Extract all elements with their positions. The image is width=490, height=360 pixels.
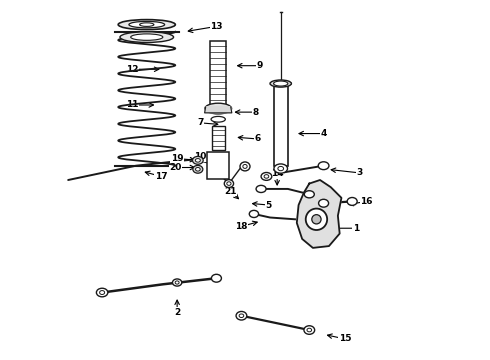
Ellipse shape bbox=[347, 198, 357, 205]
Ellipse shape bbox=[243, 165, 247, 168]
Ellipse shape bbox=[236, 311, 247, 320]
Ellipse shape bbox=[278, 166, 284, 171]
Text: 14: 14 bbox=[271, 169, 283, 178]
Ellipse shape bbox=[304, 326, 315, 334]
Ellipse shape bbox=[193, 157, 203, 164]
Text: 15: 15 bbox=[339, 334, 351, 343]
Ellipse shape bbox=[227, 182, 231, 185]
Ellipse shape bbox=[129, 21, 165, 28]
Text: 21: 21 bbox=[224, 187, 237, 196]
Ellipse shape bbox=[306, 208, 327, 230]
Text: 12: 12 bbox=[126, 65, 139, 74]
Ellipse shape bbox=[304, 191, 314, 198]
Ellipse shape bbox=[312, 215, 321, 224]
FancyBboxPatch shape bbox=[207, 152, 229, 179]
Ellipse shape bbox=[97, 288, 108, 297]
Ellipse shape bbox=[172, 279, 182, 286]
Ellipse shape bbox=[240, 162, 250, 171]
Text: 7: 7 bbox=[197, 118, 203, 127]
Ellipse shape bbox=[211, 274, 221, 282]
Ellipse shape bbox=[270, 80, 292, 87]
Ellipse shape bbox=[175, 281, 179, 284]
Text: 19: 19 bbox=[171, 154, 183, 163]
Text: 20: 20 bbox=[169, 163, 181, 172]
Text: 16: 16 bbox=[360, 197, 373, 206]
Ellipse shape bbox=[318, 162, 329, 170]
Text: 13: 13 bbox=[210, 22, 222, 31]
Text: 10: 10 bbox=[194, 152, 206, 161]
Ellipse shape bbox=[261, 172, 272, 180]
Ellipse shape bbox=[211, 116, 225, 122]
Text: 3: 3 bbox=[356, 168, 363, 177]
Ellipse shape bbox=[239, 314, 244, 318]
Ellipse shape bbox=[140, 23, 154, 26]
Ellipse shape bbox=[273, 81, 288, 86]
Text: 11: 11 bbox=[126, 100, 139, 109]
Ellipse shape bbox=[224, 180, 234, 188]
Ellipse shape bbox=[249, 210, 259, 217]
Polygon shape bbox=[205, 107, 232, 113]
Text: 8: 8 bbox=[252, 108, 259, 117]
Ellipse shape bbox=[196, 158, 200, 162]
FancyBboxPatch shape bbox=[273, 84, 288, 166]
Ellipse shape bbox=[196, 167, 200, 171]
Ellipse shape bbox=[205, 103, 232, 114]
Ellipse shape bbox=[274, 164, 288, 173]
Text: 17: 17 bbox=[155, 172, 168, 181]
Text: 6: 6 bbox=[254, 134, 261, 143]
Ellipse shape bbox=[264, 175, 269, 178]
Ellipse shape bbox=[307, 328, 312, 332]
Text: 18: 18 bbox=[235, 222, 247, 231]
Ellipse shape bbox=[256, 185, 266, 193]
FancyBboxPatch shape bbox=[210, 41, 226, 105]
Ellipse shape bbox=[99, 291, 104, 294]
Ellipse shape bbox=[120, 32, 173, 42]
Polygon shape bbox=[297, 180, 342, 248]
Ellipse shape bbox=[118, 19, 175, 30]
Ellipse shape bbox=[318, 199, 329, 207]
Text: 9: 9 bbox=[256, 61, 263, 70]
Text: 5: 5 bbox=[265, 201, 271, 210]
Ellipse shape bbox=[193, 165, 203, 173]
FancyBboxPatch shape bbox=[212, 126, 224, 150]
Ellipse shape bbox=[131, 34, 163, 40]
Text: 4: 4 bbox=[320, 129, 327, 138]
Text: 2: 2 bbox=[174, 308, 180, 317]
Text: 1: 1 bbox=[353, 224, 359, 233]
